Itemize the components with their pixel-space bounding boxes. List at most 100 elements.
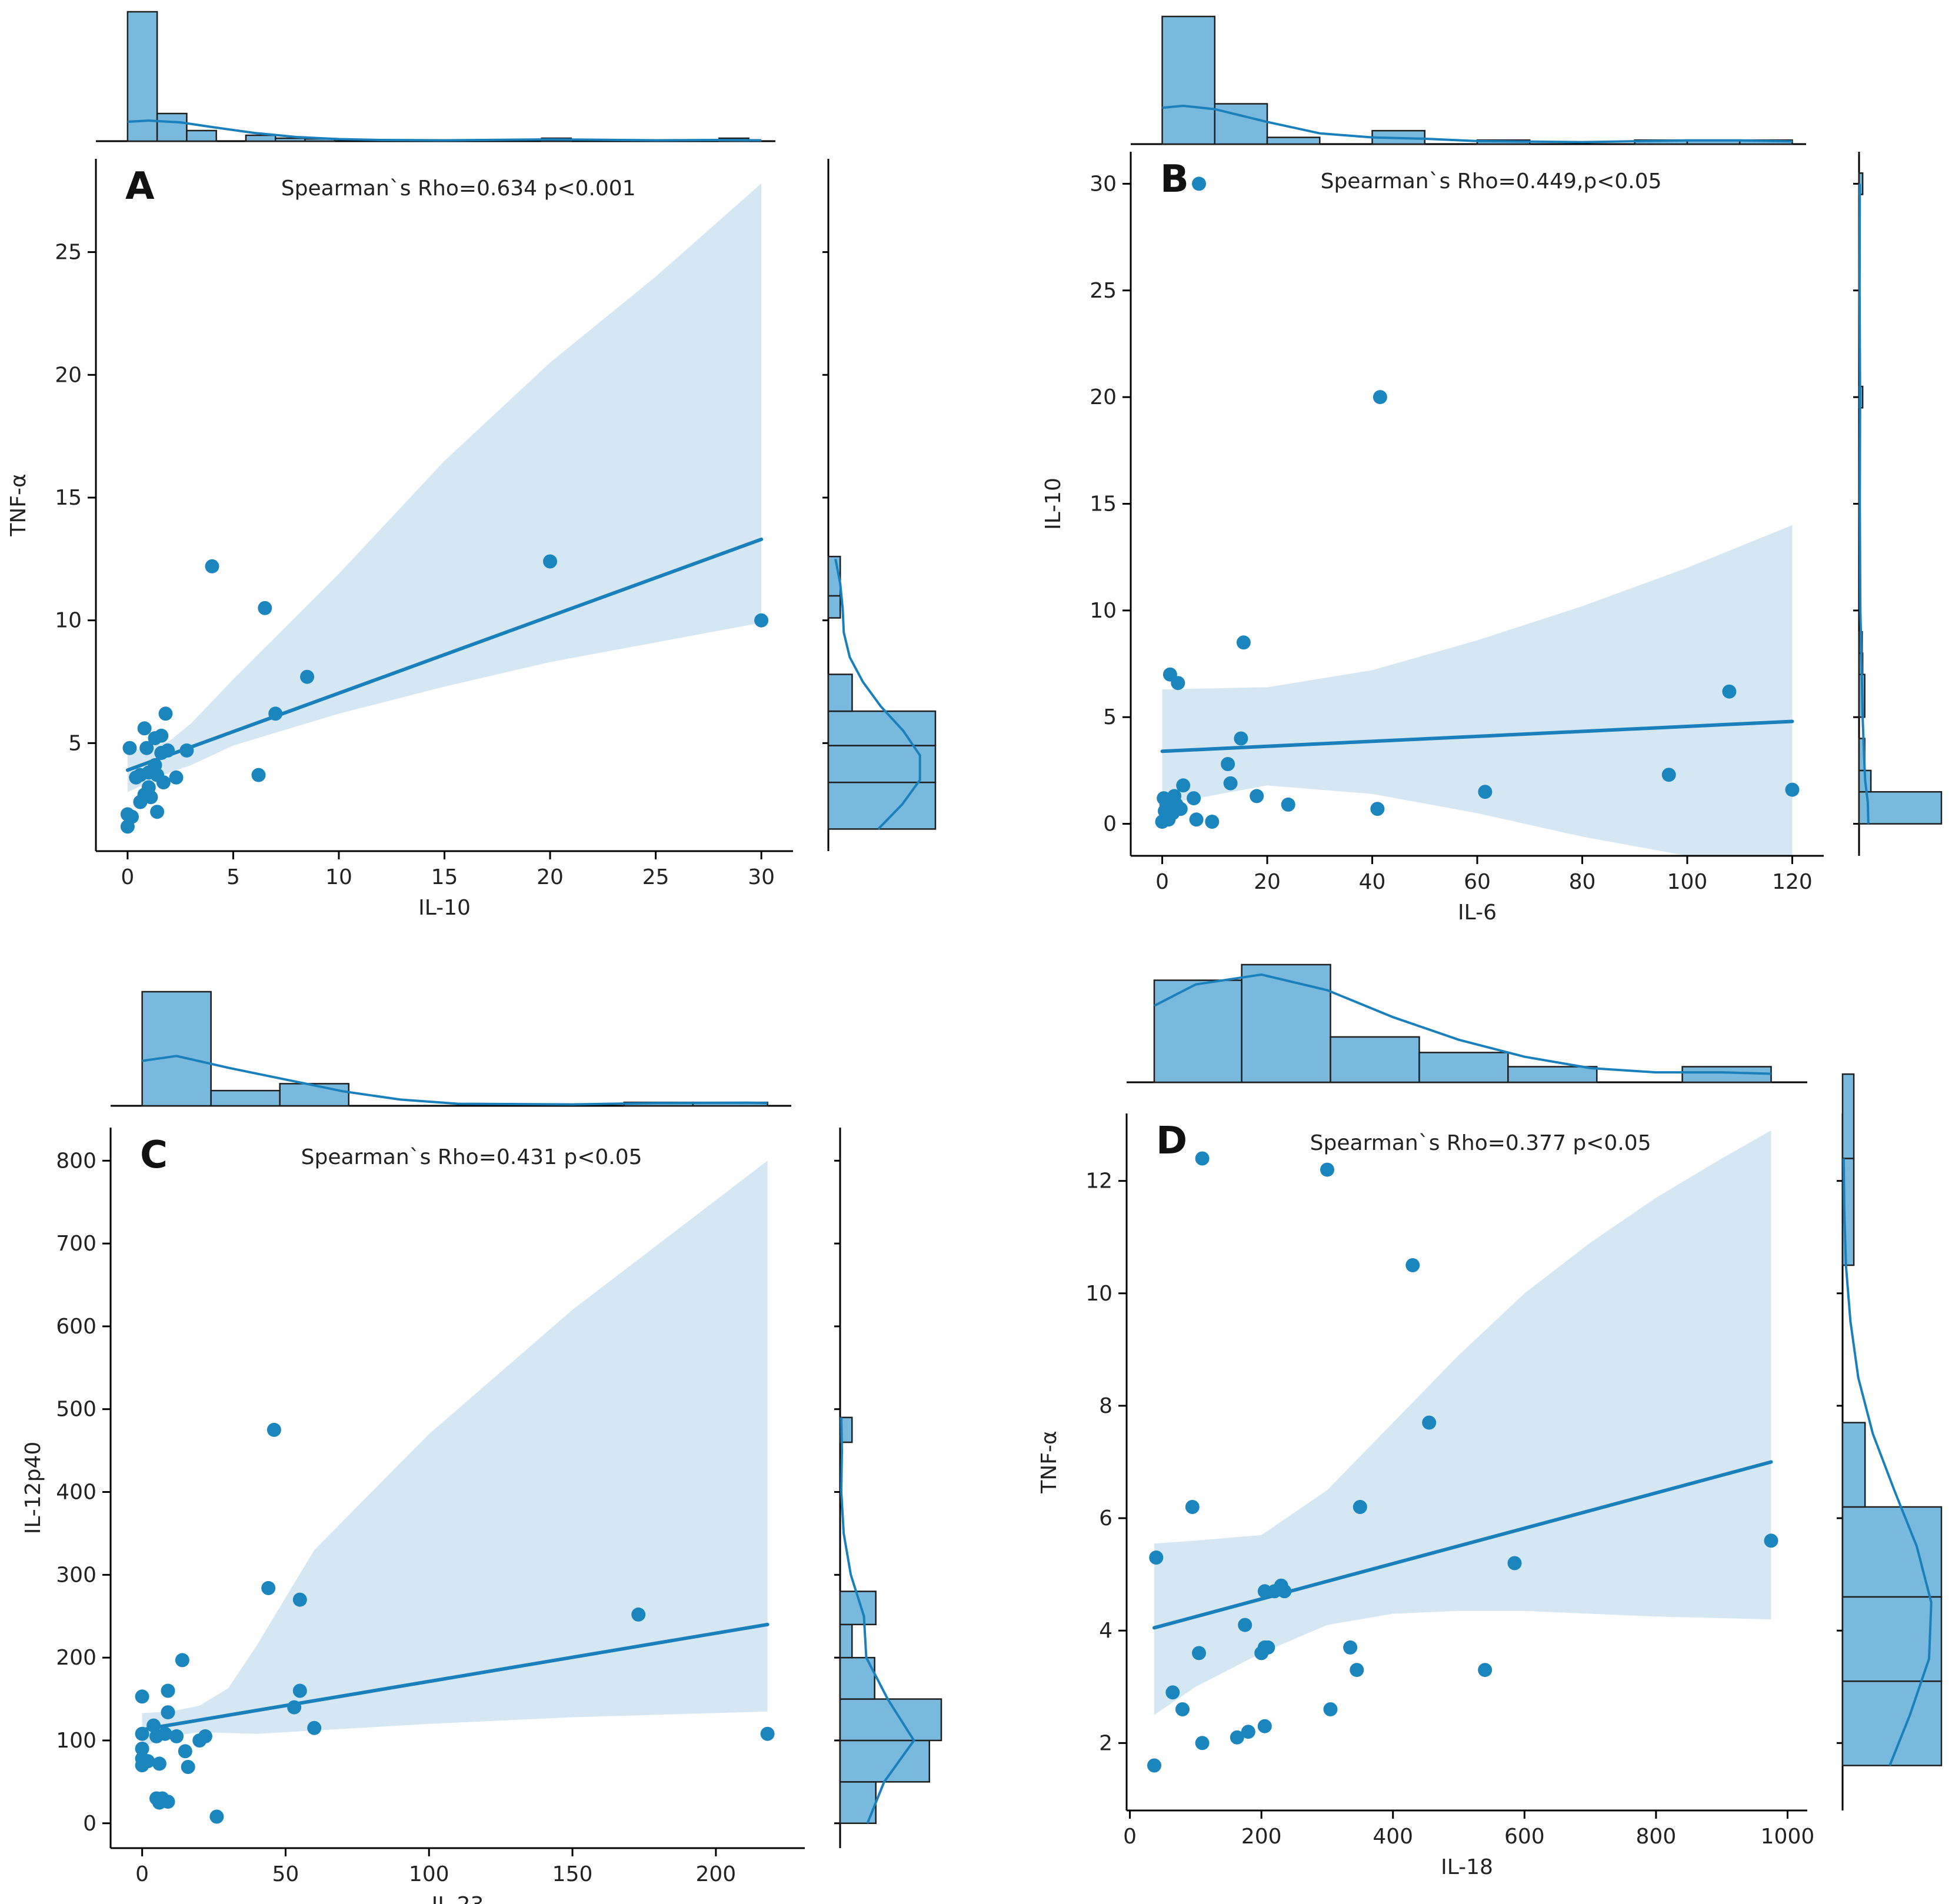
data-point [1722, 684, 1737, 699]
top-histogram-bar [1507, 1066, 1598, 1083]
regression-line [1152, 1460, 1773, 1630]
data-point [1250, 789, 1264, 803]
data-point [135, 1726, 149, 1741]
data-point [1241, 1725, 1255, 1739]
data-point [1195, 1151, 1210, 1166]
x-tick-label: 100 [1667, 870, 1708, 894]
x-axis-label: IL-23 [432, 1893, 484, 1904]
y-tick-label: 400 [56, 1480, 96, 1505]
data-point [631, 1607, 646, 1622]
top-histogram-bar [1214, 103, 1268, 145]
y-tick-label: 800 [56, 1149, 96, 1173]
right-histogram-bar [1841, 1422, 1866, 1508]
data-point [251, 768, 266, 782]
data-point [1507, 1556, 1522, 1570]
data-point [181, 1760, 195, 1774]
data-point [209, 1809, 224, 1824]
y-tick-label: 0 [1103, 812, 1117, 836]
data-point [1478, 1663, 1493, 1678]
panel-a: 0 5 10 15 20 25 30 5 10 15 20 25 IL-10 TNF-α A Spearman… [6, 11, 937, 920]
data-point [1165, 1685, 1180, 1700]
data-point [141, 1754, 155, 1769]
data-point [1221, 757, 1235, 771]
top-histogram-bar [186, 129, 217, 142]
top-kde-curve [142, 1055, 768, 1106]
data-point [205, 559, 219, 573]
x-tick-label: 150 [552, 1862, 593, 1886]
data-point [1764, 1533, 1778, 1548]
y-axis-label: IL-10 [1041, 478, 1065, 530]
top-histogram-bar [1266, 136, 1321, 145]
x-tick-label: 40 [1359, 870, 1386, 894]
data-point [543, 554, 557, 569]
y-tick-label: 500 [56, 1398, 96, 1422]
x-tick-label: 50 [272, 1862, 299, 1886]
data-point [1223, 776, 1238, 791]
data-point [292, 1683, 307, 1698]
data-point [292, 1592, 307, 1607]
data-point [258, 601, 272, 615]
data-point [137, 721, 152, 736]
data-point [1175, 1702, 1190, 1716]
data-point [152, 1756, 166, 1771]
data-point [1661, 768, 1676, 782]
data-point [1238, 1618, 1253, 1632]
data-point [1353, 1500, 1367, 1514]
data-point [139, 741, 154, 755]
right-histogram-bar [827, 595, 841, 619]
top-histogram-bar [274, 137, 306, 142]
data-point [1236, 635, 1251, 650]
x-tick-label: 20 [537, 865, 564, 889]
top-histogram-bar [1241, 963, 1331, 1083]
y-tick-label: 10 [1090, 599, 1117, 623]
regression-line [1160, 719, 1794, 753]
top-histogram-bar [1153, 979, 1243, 1083]
data-point [1320, 1162, 1334, 1177]
y-tick-label: 6 [1099, 1506, 1112, 1530]
y-tick-label: 5 [68, 731, 82, 755]
confidence-band [1154, 1130, 1771, 1715]
x-tick-label: 20 [1254, 870, 1281, 894]
data-point [1192, 1646, 1206, 1660]
top-histogram-bar [156, 112, 188, 142]
stats-annotation: Spearman`s Rho=0.377 p<0.05 [1310, 1131, 1651, 1155]
x-tick-label: 120 [1772, 870, 1813, 894]
data-point [307, 1720, 322, 1735]
data-point [1257, 1719, 1272, 1733]
data-point [1785, 782, 1800, 797]
y-axis-label: TNF-α [6, 474, 31, 536]
x-tick-label: 0 [1123, 1825, 1137, 1849]
x-tick-label: 1000 [1761, 1825, 1815, 1849]
right-kde-curve [834, 558, 921, 830]
data-point [1205, 815, 1220, 829]
data-point [144, 790, 158, 805]
data-point [1234, 731, 1248, 746]
data-point [161, 1795, 175, 1809]
y-tick-label: 25 [1090, 279, 1117, 303]
y-tick-label: 10 [1085, 1282, 1112, 1306]
y-tick-label: 15 [1090, 492, 1117, 516]
data-point [158, 1726, 172, 1741]
data-point [1323, 1702, 1338, 1716]
top-kde-curve [1162, 104, 1793, 144]
panel-letter: B [1160, 158, 1189, 201]
y-tick-label: 30 [1090, 172, 1117, 196]
y-axis-label: TNF-α [1037, 1430, 1061, 1493]
regression-line [140, 1622, 770, 1732]
panel-letter: D [1156, 1119, 1187, 1163]
x-tick-label: 30 [748, 865, 775, 889]
data-point [1189, 812, 1204, 827]
data-point [1171, 676, 1185, 691]
data-point [1277, 1584, 1292, 1599]
data-point [1405, 1258, 1420, 1272]
y-tick-label: 5 [1103, 705, 1117, 729]
top-histogram-bar [141, 991, 212, 1107]
x-axis-label: IL-6 [1458, 901, 1497, 925]
data-point [1173, 802, 1188, 816]
data-point [198, 1729, 212, 1743]
top-histogram-bar [245, 134, 277, 142]
top-histogram-bar [1418, 1052, 1509, 1083]
y-tick-label: 20 [55, 363, 82, 387]
data-point [1370, 802, 1385, 816]
